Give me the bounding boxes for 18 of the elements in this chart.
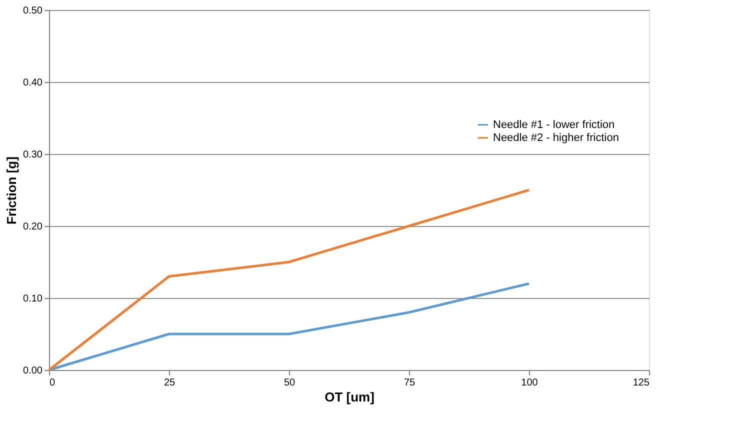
y-tick-label: 0.00	[23, 366, 43, 376]
x-tick-label: 25	[164, 378, 176, 388]
x-tick-label: 125	[632, 378, 650, 388]
y-tick-label: 0.20	[23, 222, 43, 232]
y-tick-label: 0.10	[23, 294, 43, 304]
x-tick-label: 75	[404, 378, 416, 388]
x-tick-label: 0	[50, 378, 56, 388]
x-axis-title: OT [um]	[324, 390, 374, 404]
x-tick-label: 100	[521, 378, 538, 388]
y-tick-label: 0.50	[23, 6, 43, 16]
y-tick-label: 0.30	[23, 150, 43, 160]
line-series	[48, 282, 530, 372]
legend-label: Needle #2 - higher friction	[493, 132, 619, 144]
line-series	[48, 188, 530, 372]
y-tick-label: 0.40	[23, 78, 43, 88]
y-axis-title: Friction [g]	[4, 156, 20, 224]
legend-label: Needle #1 - lower friction	[493, 118, 615, 131]
x-tick-label: 50	[284, 378, 296, 388]
